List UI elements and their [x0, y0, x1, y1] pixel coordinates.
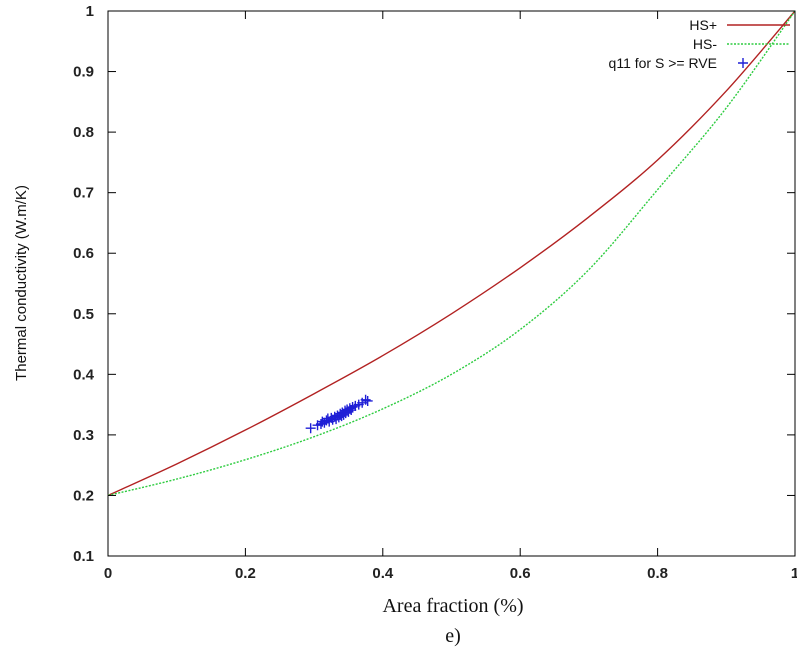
y-axis-label: Thermal conductivity (W.m/K) — [13, 185, 30, 381]
y-tick-label: 0.1 — [73, 548, 94, 565]
series-markers — [305, 394, 373, 434]
y-tick-label: 1 — [86, 3, 94, 20]
y-tick-label: 0.9 — [73, 64, 94, 81]
y-tick-label: 0.8 — [73, 124, 94, 141]
x-tick-label: 0.4 — [372, 565, 394, 582]
y-tick-label: 0.3 — [73, 427, 94, 444]
x-tick-label: 0.8 — [647, 565, 668, 582]
legend-label: q11 for S >= RVE — [609, 55, 717, 71]
legend-label: HS+ — [689, 17, 717, 33]
x-tick-label: 1 — [791, 565, 797, 582]
y-tick-label: 0.2 — [73, 487, 94, 504]
x-axis-label: Area fraction (%) — [382, 595, 523, 617]
y-tick-label: 0.6 — [73, 245, 94, 262]
x-tick-label: 0 — [104, 565, 112, 582]
x-tick-label: 0.2 — [235, 565, 256, 582]
data-point — [362, 395, 373, 406]
x-axis-ticks: 0 0.2 0.4 0.6 0.8 1 — [104, 11, 797, 582]
y-tick-label: 0.5 — [73, 306, 94, 323]
legend-label: HS- — [693, 36, 717, 52]
series-curves — [107, 10, 796, 497]
figure-caption: e) — [445, 625, 461, 647]
series-line-0 — [107, 10, 796, 497]
legend-swatch — [738, 58, 748, 68]
plot-area — [107, 10, 796, 557]
y-axis-ticks: 0.1 0.2 0.3 0.4 0.5 0.6 0.7 0.8 0.9 1 — [73, 3, 795, 565]
data-point — [305, 423, 316, 434]
legend: HS+ HS-q11 for S >= RVE — [609, 17, 790, 71]
x-tick-label: 0.6 — [510, 565, 531, 582]
series-line-1 — [107, 10, 796, 497]
y-tick-label: 0.4 — [73, 366, 95, 383]
y-tick-label: 0.7 — [73, 185, 94, 202]
data-point — [360, 394, 371, 405]
